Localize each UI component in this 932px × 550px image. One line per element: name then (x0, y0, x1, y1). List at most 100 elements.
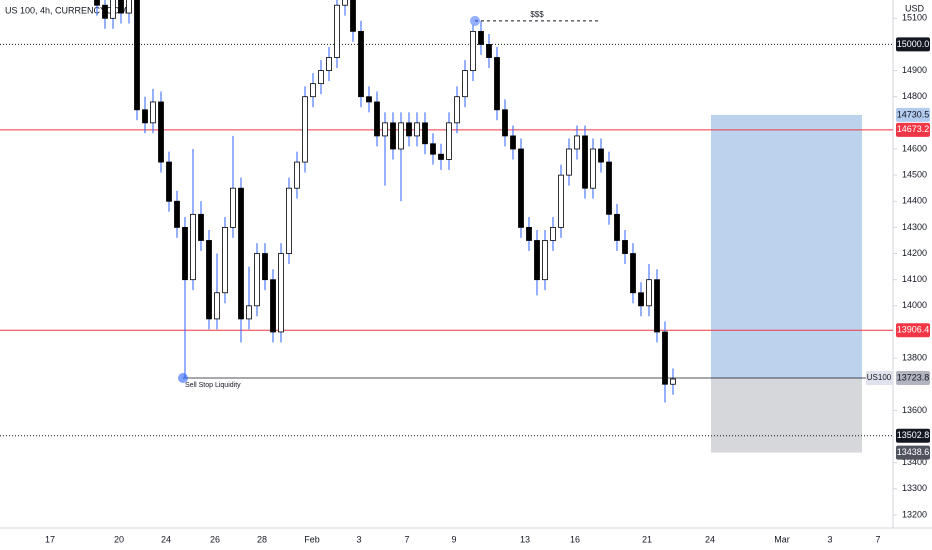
target-badge-label: 14730.5 (897, 109, 930, 119)
candle-body (254, 253, 260, 307)
candle-body (398, 122, 404, 150)
y-tick-label: 13800 (902, 352, 927, 362)
candle-body (174, 200, 180, 228)
symbol-badge (866, 371, 893, 386)
candle-body (630, 253, 636, 294)
candle-body (350, 0, 356, 32)
y-tick-label: 14000 (902, 300, 927, 310)
level-badge (896, 428, 930, 443)
candle-body (502, 109, 508, 137)
x-tick-label: 20 (114, 534, 124, 544)
x-tick-label: 16 (570, 534, 580, 544)
candle-body (118, 0, 124, 14)
y-tick-label: 15100 (902, 13, 927, 23)
y-tick-label: 14200 (902, 248, 927, 258)
level-badge (896, 323, 930, 338)
candle-body (574, 135, 580, 150)
candle-body (294, 161, 300, 189)
candle-body (454, 96, 460, 124)
x-tick-label: 24 (705, 534, 715, 544)
target-badge (896, 107, 930, 122)
candle-body (334, 4, 340, 58)
y-tick-label: 14600 (902, 143, 927, 153)
candle-body (198, 213, 204, 241)
x-tick-label: 9 (451, 534, 456, 544)
candle-body (598, 148, 604, 163)
candle-body (246, 305, 252, 320)
candle-body (318, 70, 324, 85)
x-tick-label: 7 (875, 534, 880, 544)
level-badge-label: 13906.4 (897, 325, 930, 335)
y-tick-label: 14500 (902, 170, 927, 180)
x-tick-label: 28 (257, 534, 267, 544)
candle-body (478, 30, 484, 45)
candle-body (654, 279, 660, 333)
candle-body (438, 153, 444, 160)
candle-body (494, 57, 500, 111)
candle-body (550, 227, 556, 241)
candle-body (462, 70, 468, 98)
x-tick-label: 7 (404, 534, 409, 544)
y-tick-label: 14400 (902, 196, 927, 206)
candle-body (302, 96, 308, 163)
candle-body (470, 30, 476, 71)
price-badge (896, 371, 930, 386)
candle-body (262, 253, 268, 281)
x-tick-label: 17 (45, 534, 55, 544)
candle-body (150, 101, 156, 124)
candle-body (222, 227, 228, 294)
x-tick-label: 26 (210, 534, 220, 544)
y-tick-label: 13300 (902, 483, 927, 493)
candle-body (358, 30, 364, 98)
candle-body (622, 240, 628, 254)
x-tick-label: Feb (304, 534, 320, 544)
candle-body (238, 187, 244, 320)
x-tick-label: 24 (161, 534, 171, 544)
candle-body (134, 0, 140, 111)
candle-body (606, 161, 612, 215)
y-tick-label: 14900 (902, 65, 927, 75)
candle-body (646, 279, 652, 307)
candle-body (486, 44, 492, 58)
level-badge (896, 122, 930, 137)
candle-body (206, 240, 212, 320)
candle-body (110, 0, 116, 19)
candle-body (102, 4, 108, 19)
candle-body (390, 122, 396, 150)
stop-zone (711, 378, 862, 453)
candle-body (286, 187, 292, 254)
candle-body (526, 227, 532, 241)
candle-body (422, 122, 428, 145)
x-tick-label: 21 (642, 534, 652, 544)
candle-body (534, 240, 540, 281)
annotation: $$$ (530, 10, 544, 19)
y-tick-label: 13200 (902, 509, 927, 519)
candle-body (582, 135, 588, 189)
candle-body (382, 122, 388, 137)
level-badge-label: 14673.2 (897, 124, 930, 134)
x-tick-label: 13 (520, 534, 530, 544)
stop-badge-label: 13438.6 (897, 447, 930, 457)
stop-badge (896, 445, 930, 460)
x-tick-label: 3 (356, 534, 361, 544)
candle-body (374, 101, 380, 137)
marker (178, 373, 188, 384)
level-badge (896, 37, 930, 52)
candle-body (406, 122, 412, 137)
candle-body (566, 148, 572, 176)
candle-body (638, 292, 644, 307)
candle-body (270, 279, 276, 333)
candle-body (190, 213, 196, 281)
candle-body (510, 135, 516, 150)
candle-body (614, 213, 620, 241)
candle-body (158, 101, 164, 163)
level-badge-label: 13502.8 (897, 430, 930, 440)
y-tick-label: 13400 (902, 457, 927, 467)
annotation: Sell Stop Liquidity (185, 382, 241, 389)
candle-body (230, 187, 236, 228)
currency: USD (905, 3, 925, 13)
y-tick-label: 14300 (902, 222, 927, 232)
level-badge-label: 15000.0 (897, 39, 930, 49)
y-tick-label: 14800 (902, 91, 927, 101)
